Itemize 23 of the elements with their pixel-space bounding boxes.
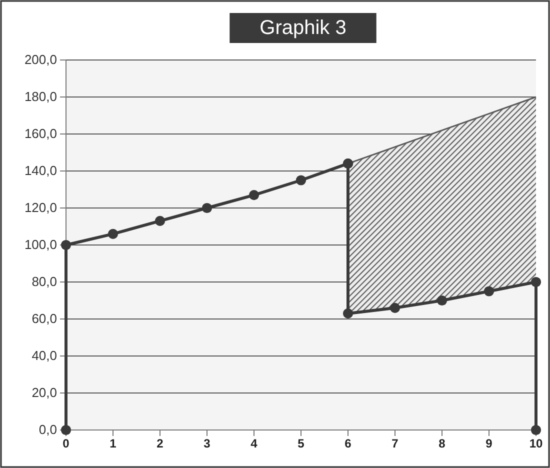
x-tick-label: 0 — [62, 436, 70, 451]
x-tick-label: 8 — [438, 436, 446, 451]
y-tick-label: 140,0 — [24, 163, 57, 178]
y-tick-label: 160,0 — [24, 126, 57, 142]
x-tick-label: 5 — [298, 436, 305, 451]
x-tick-label: 4 — [250, 436, 258, 451]
x-tick-label: 3 — [204, 436, 211, 451]
x-tick-label: 10 — [529, 436, 543, 451]
y-tick-label: 180,0 — [24, 89, 57, 104]
x-tick-label: 2 — [156, 436, 164, 451]
chart-title: Graphik 3 — [260, 17, 346, 39]
y-tick-label: 200,0 — [24, 52, 57, 68]
y-tick-label: 120,0 — [24, 200, 57, 216]
y-tick-label: 20,0 — [32, 385, 57, 400]
x-tick-label: 7 — [392, 436, 399, 451]
x-tick-label: 1 — [110, 436, 117, 451]
y-tick-label: 60,0 — [32, 311, 57, 326]
y-tick-label: 0,0 — [38, 422, 57, 438]
y-tick-label: 100,0 — [24, 237, 57, 252]
x-tick-label: 6 — [344, 436, 352, 451]
x-tick-label: 9 — [486, 436, 493, 451]
y-tick-label: 80,0 — [32, 274, 57, 290]
y-tick-label: 40,0 — [32, 348, 57, 364]
